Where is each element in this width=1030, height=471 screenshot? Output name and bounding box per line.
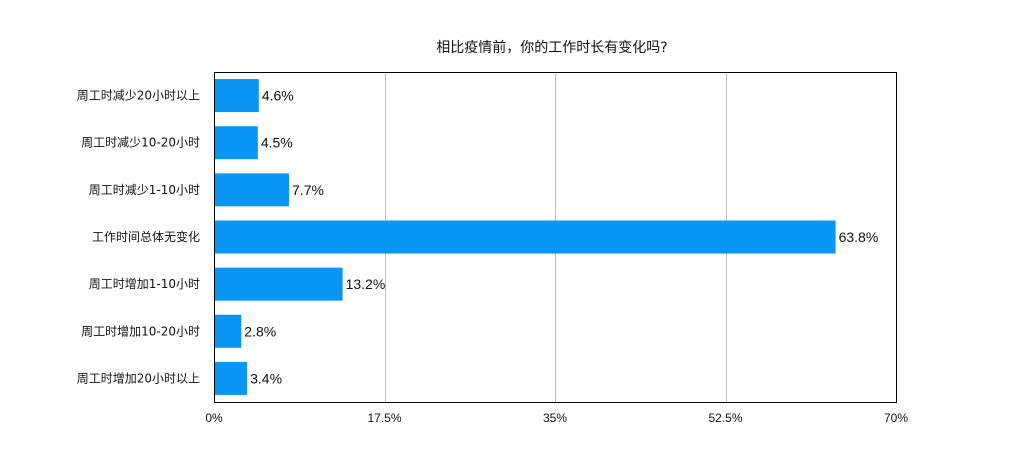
x-tick-label-3: 52.5% bbox=[708, 411, 742, 425]
x-tick-label-2: 35% bbox=[543, 411, 567, 425]
x-tick-label-0: 0% bbox=[205, 411, 223, 425]
value-labels: 4.6% 4.5% 7.7% 63.8% 13.2% 2.8% 3.4% bbox=[244, 88, 878, 387]
x-tick-label-4: 70% bbox=[884, 411, 908, 425]
bar-1 bbox=[215, 126, 258, 160]
bars bbox=[215, 79, 836, 395]
value-label-2: 7.7% bbox=[292, 182, 324, 198]
category-labels: 周工时减少20小时以上周工时减少10-20小时周工时减少1-10小时工作时间总体… bbox=[77, 89, 200, 386]
value-label-1: 4.5% bbox=[261, 135, 293, 151]
bar-4 bbox=[215, 267, 343, 301]
category-label-2: 周工时减少1-10小时 bbox=[89, 183, 200, 197]
value-label-6: 3.4% bbox=[250, 370, 282, 386]
bar-6 bbox=[215, 361, 248, 395]
category-label-0: 周工时减少20小时以上 bbox=[77, 89, 200, 103]
plot-frame bbox=[214, 72, 897, 403]
category-label-4: 周工时增加1-10小时 bbox=[89, 277, 200, 291]
chart-title: 相比疫情前，你的工作时长有变化吗? bbox=[436, 39, 667, 56]
category-label-1: 周工时减少10-20小时 bbox=[81, 136, 200, 150]
value-label-4: 13.2% bbox=[346, 276, 386, 292]
value-label-5: 2.8% bbox=[244, 323, 276, 339]
category-label-5: 周工时增加10-20小时 bbox=[81, 324, 200, 338]
value-label-0: 4.6% bbox=[262, 88, 294, 104]
value-label-3: 63.8% bbox=[839, 229, 879, 245]
bar-0 bbox=[215, 79, 259, 113]
bar-2 bbox=[215, 173, 290, 207]
x-axis-tick-labels: 0% 17.5% 35% 52.5% 70% bbox=[205, 411, 908, 425]
category-label-3: 工作时间总体无变化 bbox=[92, 229, 200, 244]
bar-5 bbox=[215, 314, 242, 348]
bar-3 bbox=[215, 220, 836, 254]
category-label-6: 周工时增加20小时以上 bbox=[77, 371, 200, 385]
x-tick-label-1: 17.5% bbox=[367, 411, 401, 425]
